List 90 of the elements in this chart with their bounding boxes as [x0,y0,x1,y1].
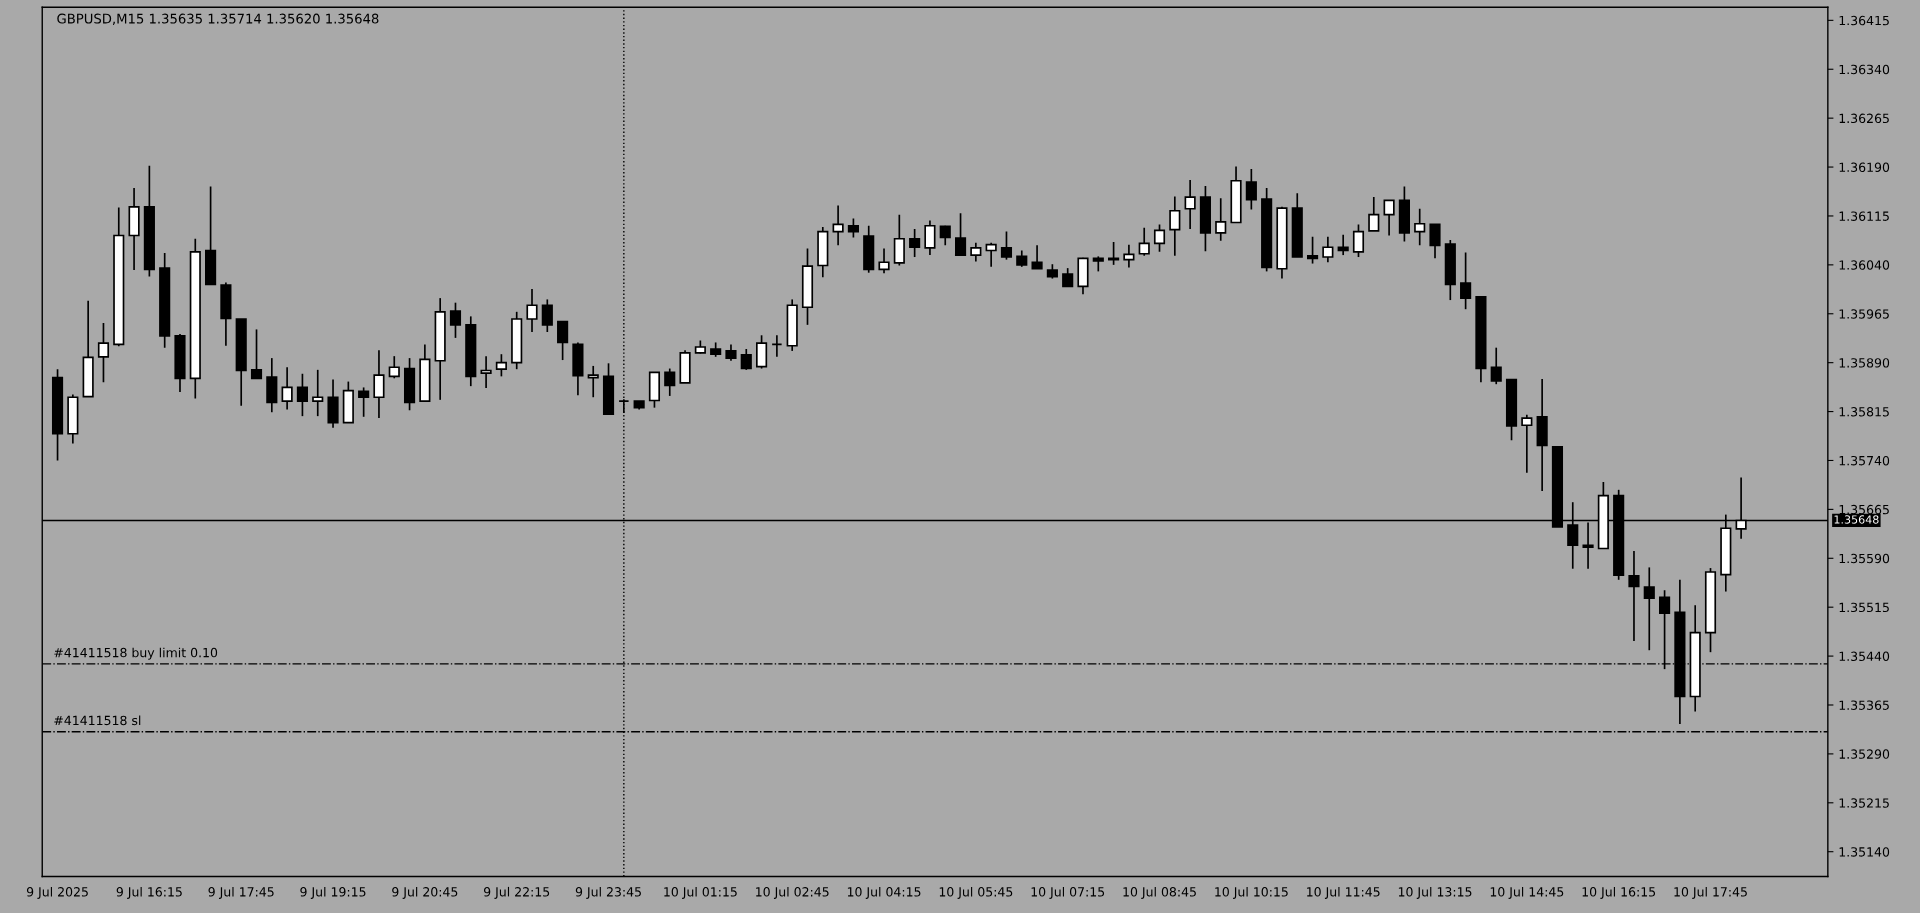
x-tick-label: 10 Jul 05:45 [939,886,1013,899]
y-tick-label: 1.35665 [1839,504,1889,515]
y-tick-label: 1.35965 [1839,309,1889,319]
candlestick [358,386,370,418]
candlestick [557,320,569,361]
y-tick-label: 1.35140 [1839,847,1890,857]
candlestick [756,334,768,370]
y-tick-label: 1.35365 [1839,700,1889,710]
candlestick [1368,196,1380,232]
candlestick [1169,195,1181,257]
x-tick-label: 10 Jul 11:45 [1307,886,1380,899]
candlestick [449,301,462,339]
candlestick [970,241,982,263]
y-tick-label: 1.35815 [1839,407,1889,417]
candlestick [97,322,110,384]
candlestick [1383,199,1395,237]
candlestick [985,241,997,268]
candlestick [1460,251,1472,311]
x-tick-label: 9 Jul 2025 [26,886,88,899]
candlestick [1153,223,1166,253]
candlestick [878,247,890,275]
candlestick [1138,226,1150,257]
candlestick [1337,234,1349,256]
candlestick [909,228,921,258]
candlestick [832,204,844,247]
candlestick [1352,223,1365,258]
x-tick-label: 9 Jul 22:15 [483,886,550,899]
x-tick-label: 9 Jul 20:45 [392,886,458,899]
y-tick-label: 1.36190 [1839,162,1890,172]
candlestick [480,355,492,389]
x-tick-label: 10 Jul 14:45 [1490,886,1564,899]
candlestick [664,367,676,397]
x-tick-label: 10 Jul 07:15 [1031,886,1105,899]
candlestick [373,349,385,419]
candlestick [1643,566,1655,652]
candlestick [740,348,752,371]
candlestick [771,334,783,358]
candlestick [924,219,936,256]
y-tick-label: 1.36115 [1839,211,1889,221]
candlestick [1322,235,1334,264]
candlestick [541,298,553,333]
candlestick [281,366,293,411]
candlestick [1184,179,1196,230]
y-tick-label: 1.36415 [1839,15,1889,26]
candlestick [954,212,967,256]
candlestick [1521,413,1533,474]
candlestick [1490,346,1502,386]
y-tick-label: 1.36265 [1839,113,1889,124]
y-tick-label: 1.35440 [1839,651,1890,662]
candlestick [312,369,324,417]
y-tick-label: 1.35515 [1839,602,1889,613]
x-tick-label: 10 Jul 08:45 [1123,886,1196,899]
candlestick [1062,267,1074,288]
x-tick-label: 10 Jul 16:15 [1582,886,1656,899]
candlestick [1245,168,1257,211]
candlestick [388,355,400,380]
y-tick-label: 1.36340 [1839,64,1890,75]
x-tick-label: 10 Jul 02:45 [756,886,829,899]
candlestick [250,328,263,380]
x-tick-label: 10 Jul 10:15 [1215,886,1288,899]
y-tick-label: 1.35890 [1839,358,1890,368]
chart-title: GBPUSD,M15 1.35635 1.35714 1.35620 1.35648 [57,13,379,25]
candlestick [526,288,538,333]
x-tick-label: 10 Jul 17:45 [1674,886,1747,899]
candlestick [847,217,859,239]
x-tick-label: 10 Jul 13:15 [1398,886,1472,899]
ref-line-label: 1.35648 [1834,515,1879,524]
candlestick [1000,230,1013,261]
y-tick-label: 1.35590 [1839,553,1890,564]
candlestick [1031,244,1043,270]
y-tick-label: 1.35740 [1839,455,1890,466]
ref-line-label: #41411518 sl [54,715,141,726]
candlestick [495,353,507,378]
x-tick-label: 10 Jul 01:15 [664,886,737,899]
y-tick-label: 1.36040 [1839,260,1890,270]
candlestick [296,372,309,417]
y-tick-label: 1.35215 [1839,798,1889,808]
x-tick-label: 9 Jul 19:15 [300,886,366,899]
candlestick [1215,197,1227,242]
x-tick-label: 9 Jul 23:45 [575,886,641,899]
candlestick [1429,223,1441,260]
candlestick [1628,550,1640,642]
ref-line-label: #41411518 buy limit 0.10 [54,647,218,660]
x-tick-label: 9 Jul 17:45 [208,886,274,899]
x-tick-label: 10 Jul 04:15 [847,886,921,899]
candlestick [1414,207,1426,247]
x-tick-label: 9 Jul 16:15 [116,886,182,899]
candlestick [1306,235,1319,265]
candlestick [587,365,599,399]
y-tick-label: 1.35290 [1839,749,1890,759]
